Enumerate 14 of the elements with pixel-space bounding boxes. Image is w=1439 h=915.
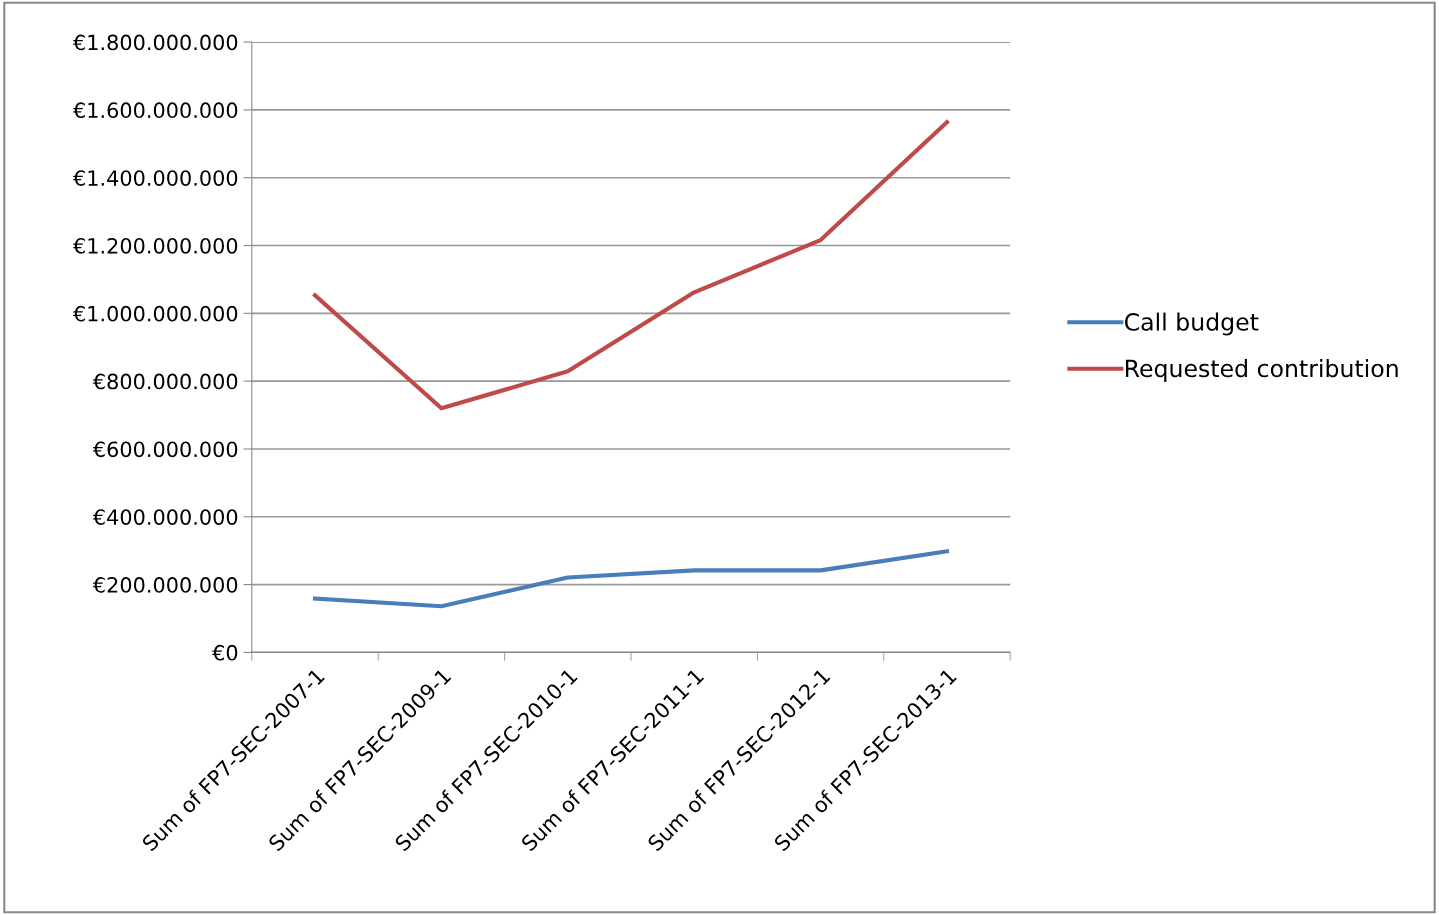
y-tick-label: €1.200.000.000: [72, 237, 238, 254]
line-series: [312, 120, 950, 411]
y-tick-label: €200.000.000: [92, 577, 238, 593]
legend-label: Call budget: [1124, 312, 1259, 336]
y-tick-label: €1.400.000.000: [72, 170, 238, 186]
y-tick-label: €1.600.000.000: [72, 102, 238, 119]
y-tick-label: €600.000.000: [92, 441, 238, 458]
y-tick-label: €0: [212, 644, 238, 661]
y-tick-label: €1.000.000.000: [72, 305, 238, 322]
y-tick-label: €800.000.000: [92, 373, 238, 390]
y-tick-label: €1.800.000.000: [72, 34, 238, 51]
line-series: [312, 549, 950, 609]
y-tick-label: €400.000.000: [92, 509, 238, 525]
legend-label: Requested contribution: [1125, 359, 1398, 382]
